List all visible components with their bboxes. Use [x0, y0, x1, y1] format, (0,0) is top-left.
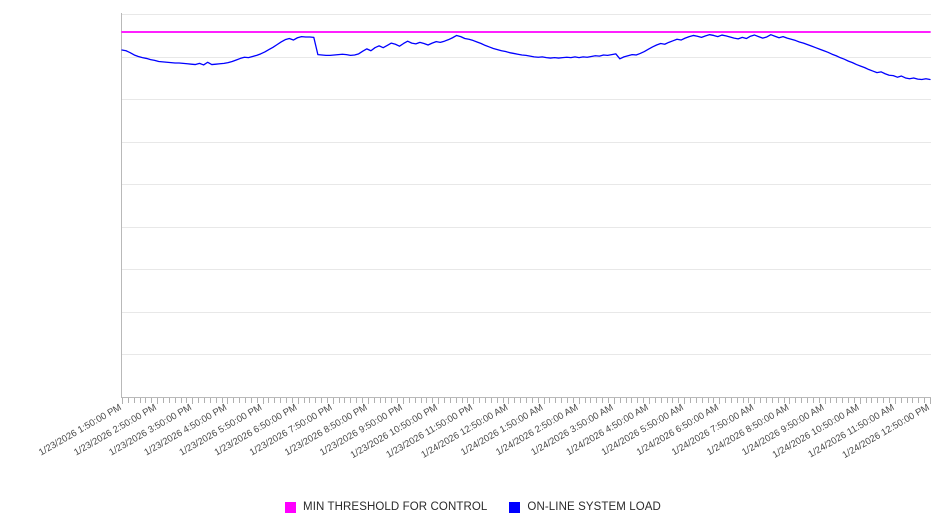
legend-item-label: MIN THRESHOLD FOR CONTROL — [303, 501, 488, 513]
chart-legend: MIN THRESHOLD FOR CONTROL ON-LINE SYSTEM … — [0, 496, 946, 518]
legend-swatch-icon — [509, 501, 521, 513]
legend-swatch-icon — [285, 501, 297, 513]
legend-item-label: ON-LINE SYSTEM LOAD — [527, 501, 661, 513]
x-axis-labels-group: 1/23/2026 1:50:00 PM1/23/2026 2:50:00 PM… — [37, 402, 932, 461]
gridlines-group — [122, 14, 931, 355]
legend-item-1[interactable]: ON-LINE SYSTEM LOAD — [509, 501, 661, 513]
x-axis-tickmarks — [122, 398, 931, 404]
series-line-1 — [121, 34, 931, 81]
legend-item-0[interactable]: MIN THRESHOLD FOR CONTROL — [285, 501, 487, 513]
series-group — [121, 31, 931, 81]
